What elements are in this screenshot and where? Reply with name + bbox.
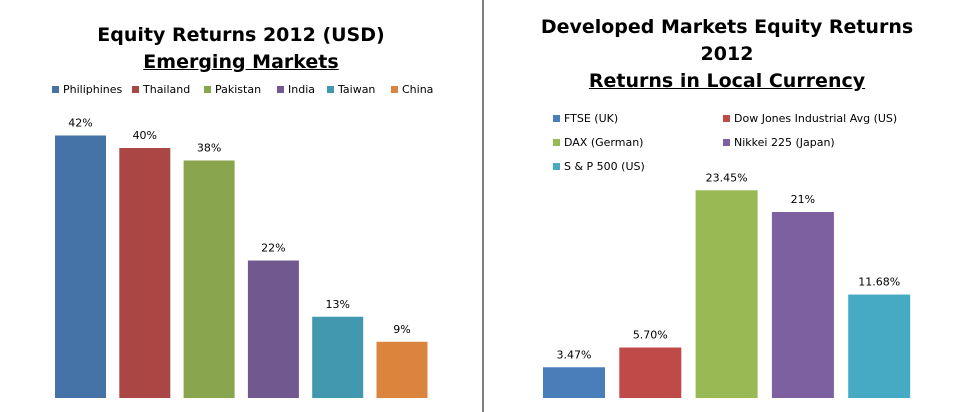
chart-title-line: Equity Returns 2012 (USD) bbox=[97, 24, 385, 46]
chart-title: Developed Markets Equity Returns 2012 Re… bbox=[485, 14, 969, 95]
bar-plot-area: 42% 40% 38% 22% 13% 9% bbox=[55, 117, 428, 398]
chart-title-line-2: 2012 bbox=[700, 43, 754, 65]
legend-item: S & P 500 (US) bbox=[553, 160, 645, 173]
data-label: 38% bbox=[197, 142, 221, 155]
legend-label: FTSE (UK) bbox=[564, 112, 619, 125]
legend-item: Dow Jones Industrial Avg (US) bbox=[723, 112, 897, 125]
legend-swatch bbox=[723, 139, 730, 146]
legend-item: Nikkei 225 (Japan) bbox=[723, 136, 835, 149]
data-label: 23.45% bbox=[706, 171, 748, 184]
legend-swatch bbox=[132, 86, 139, 93]
legend-swatch bbox=[277, 86, 284, 93]
bar bbox=[55, 135, 106, 398]
legend-swatch bbox=[553, 115, 560, 122]
legend-swatch bbox=[204, 86, 211, 93]
chart-title-line-1: Developed Markets Equity Returns bbox=[540, 16, 914, 38]
bar-plot-area: 3.47% 5.70% 23.45% 21% 11.68% bbox=[543, 171, 911, 398]
legend-label: Pakistan bbox=[215, 83, 262, 96]
legend-label: DAX (German) bbox=[564, 136, 644, 149]
legend-item: DAX (German) bbox=[553, 136, 643, 149]
legend-swatch bbox=[52, 86, 59, 93]
data-label: 11.68% bbox=[858, 276, 900, 289]
legend-item: Taiwan bbox=[327, 83, 375, 96]
legend-item: Pakistan bbox=[204, 83, 261, 96]
bar bbox=[312, 316, 364, 398]
data-label: 40% bbox=[133, 129, 157, 142]
legend-swatch bbox=[553, 139, 560, 146]
panel-divider bbox=[482, 0, 484, 412]
data-label: 5.70% bbox=[633, 329, 668, 342]
data-label: 3.47% bbox=[557, 348, 592, 361]
legend-label: S & P 500 (US) bbox=[564, 160, 645, 173]
legend-label: Taiwan bbox=[338, 83, 376, 96]
legend-label: Thailand bbox=[143, 83, 191, 96]
bar bbox=[619, 347, 682, 398]
legend-item: Thailand bbox=[132, 83, 190, 96]
bar bbox=[695, 190, 758, 398]
data-label: 13% bbox=[325, 298, 349, 311]
legend-item: FTSE (UK) bbox=[553, 112, 618, 125]
data-label: 21% bbox=[791, 193, 815, 206]
legend-label: China bbox=[402, 83, 434, 96]
emerging-markets-chart: Equity Returns 2012 (USD) Emerging Marke… bbox=[0, 0, 482, 412]
legend-item: Philiphines bbox=[52, 83, 122, 96]
bar bbox=[771, 212, 834, 398]
bar bbox=[848, 294, 911, 398]
legend-label: Philiphines bbox=[63, 83, 123, 96]
bar bbox=[119, 148, 171, 398]
legend-label: Dow Jones Industrial Avg (US) bbox=[734, 112, 898, 125]
legend-item: India bbox=[277, 83, 315, 96]
legend-swatch bbox=[327, 86, 334, 93]
data-label: 42% bbox=[68, 117, 92, 130]
developed-markets-chart: Developed Markets Equity Returns 2012 Re… bbox=[485, 0, 969, 412]
chart-subtitle: Returns in Local Currency bbox=[588, 70, 866, 92]
legend-label: India bbox=[288, 83, 315, 96]
legend-swatch bbox=[553, 163, 560, 170]
legend-swatch bbox=[391, 86, 398, 93]
data-label: 22% bbox=[261, 242, 285, 255]
bar bbox=[376, 341, 428, 398]
chart-subtitle: Emerging Markets bbox=[143, 51, 339, 73]
bar bbox=[543, 367, 605, 398]
bar bbox=[247, 260, 299, 398]
data-label: 9% bbox=[393, 323, 410, 336]
bar bbox=[183, 160, 235, 398]
chart-title: Equity Returns 2012 (USD) Emerging Marke… bbox=[0, 22, 482, 76]
legend-swatch bbox=[723, 115, 730, 122]
legend-item: China bbox=[391, 83, 433, 96]
legend-label: Nikkei 225 (Japan) bbox=[734, 136, 835, 149]
